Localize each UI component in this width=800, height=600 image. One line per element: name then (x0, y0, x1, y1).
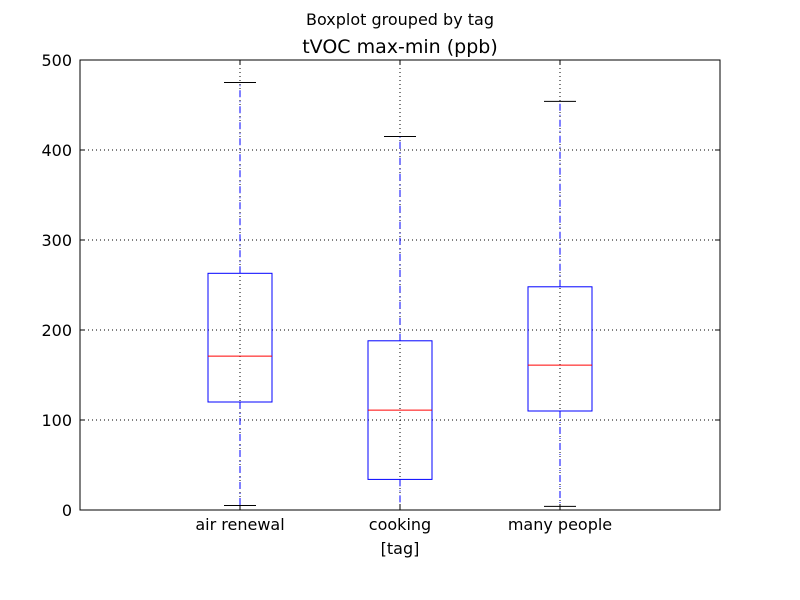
chart-suptitle: Boxplot grouped by tag (306, 10, 494, 29)
y-tick-label: 400 (41, 141, 72, 160)
y-tick-label: 0 (62, 501, 72, 520)
x-tick-label: many people (508, 515, 612, 534)
x-axis-label: [tag] (380, 539, 420, 558)
chart-title: tVOC max-min (ppb) (302, 36, 498, 58)
x-tick-label: air renewal (195, 515, 284, 534)
y-tick-label: 500 (41, 51, 72, 70)
box-many-people (527, 286, 593, 412)
x-tick-label: cooking (369, 515, 431, 534)
box-air-renewal (207, 272, 273, 403)
y-tick-label: 300 (41, 231, 72, 250)
y-tick-label: 200 (41, 321, 72, 340)
y-tick-label: 100 (41, 411, 72, 430)
